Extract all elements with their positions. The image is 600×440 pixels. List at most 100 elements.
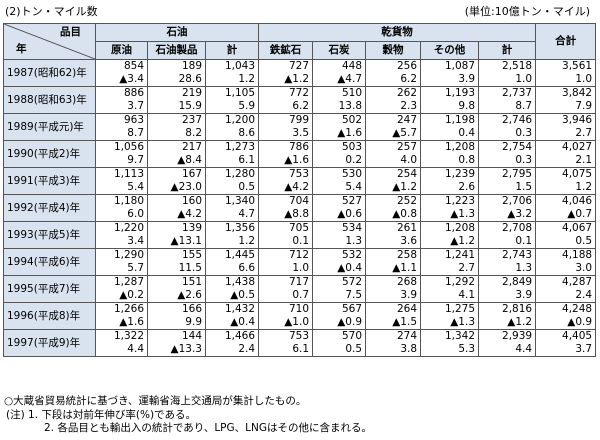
- cell-value: 1,180: [113, 195, 144, 207]
- table-row: 1987(昭和62)年 854 ▲3.4 189 28.6 1,043 1.2 727 ▲1.2…: [3, 59, 597, 87]
- cell-value: 261: [396, 222, 418, 234]
- cell-value: 570: [341, 330, 363, 342]
- cell-change-rate: 5.4: [345, 181, 363, 193]
- cell-change-rate: 3.0: [575, 262, 593, 274]
- cell-value: 448: [341, 60, 363, 72]
- cell-value: 166: [181, 303, 202, 315]
- cell-value: 1,340: [224, 195, 256, 207]
- cell-value: 4,405: [562, 330, 593, 342]
- table-cell: 1,445 6.6: [204, 248, 260, 276]
- cell-value: 1,432: [224, 303, 256, 315]
- cell-change-rate: 3.8: [400, 343, 418, 355]
- cell-value: 1,438: [224, 276, 256, 288]
- cell-change-rate: ▲0.6: [337, 208, 363, 220]
- cell-change-rate: ▲0.9: [567, 316, 593, 328]
- cell-change-rate: ▲1.5: [392, 316, 418, 328]
- cell-change-rate: 2.3: [400, 100, 418, 112]
- cell-change-rate: 3.9: [400, 289, 418, 301]
- table-cell: 530 5.4: [312, 167, 367, 195]
- cell-value: 727: [288, 60, 310, 72]
- cell-change-rate: 2.7: [575, 127, 593, 139]
- cell-value: 1,356: [224, 222, 256, 234]
- table-cell: 2,746 0.3: [478, 113, 537, 141]
- footnotes: ○大蔵省貿易統計に基づき、運輸省海上交通局が集計したもの。 (注) 1. 下段は…: [4, 395, 372, 436]
- cell-change-rate: 0.1: [292, 235, 310, 247]
- table-cell: 155 11.5: [147, 248, 206, 276]
- cell-value: 503: [341, 141, 363, 153]
- cell-change-rate: 1.0: [575, 73, 593, 85]
- cell-value: 254: [396, 168, 418, 180]
- cell-change-rate: 0.1: [515, 235, 533, 247]
- group-header-oil: 石油: [94, 23, 260, 42]
- cell-change-rate: 0.4: [458, 127, 476, 139]
- cell-value: 151: [181, 276, 202, 288]
- cell-value: 219: [181, 87, 202, 99]
- ton-mile-table: 品目 年 石油 乾貨物 合計 原油 石油製品 計 鉄鉱石 石炭 穀物 その他 計…: [3, 23, 597, 357]
- cell-change-rate: 0.8: [458, 154, 476, 166]
- cell-change-rate: ▲3.4: [119, 73, 144, 85]
- table-cell: 534 1.3: [312, 221, 367, 249]
- cell-value: 1,287: [113, 276, 144, 288]
- cell-value: 144: [181, 330, 202, 342]
- corner-label-item: 品目: [60, 26, 81, 38]
- cell-value: 510: [341, 87, 363, 99]
- table-cell: 4,067 0.5: [535, 221, 597, 249]
- cell-value: 4,046: [562, 195, 593, 207]
- table-row: 1988(昭和63)年 886 3.7 219 15.9 1,105 5.9 772 6.2 51…: [3, 86, 597, 114]
- cell-value: 1,198: [444, 114, 476, 126]
- cell-value: 1,220: [113, 222, 144, 234]
- table-cell: 139 ▲13.1: [147, 221, 206, 249]
- cell-value: 1,208: [444, 141, 476, 153]
- column-header: 石油製品: [147, 41, 206, 60]
- table-cell: 2,706 ▲3.2: [478, 194, 537, 222]
- table-cell: 4,405 3.7: [535, 329, 597, 357]
- cell-value: 256: [396, 60, 418, 72]
- cell-value: 2,939: [502, 330, 533, 342]
- cell-value: 1,056: [113, 141, 144, 153]
- cell-value: 532: [341, 249, 363, 261]
- cell-value: 712: [288, 249, 310, 261]
- cell-change-rate: 1.0: [292, 262, 310, 274]
- cell-change-rate: 6.1: [292, 343, 310, 355]
- table-cell: 257 4.0: [365, 140, 422, 168]
- cell-value: 786: [288, 141, 310, 153]
- table-cell: 753 6.1: [258, 329, 314, 357]
- header-row-groups: 品目 年 石油 乾貨物 合計: [3, 23, 597, 60]
- cell-value: 2,849: [502, 276, 533, 288]
- cell-change-rate: 7.5: [345, 289, 363, 301]
- cell-change-rate: 5.7: [127, 262, 144, 274]
- cell-value: 1,200: [224, 114, 256, 126]
- cell-change-rate: ▲8.8: [284, 208, 310, 220]
- cell-value: 3,842: [562, 87, 593, 99]
- cell-value: 710: [288, 303, 310, 315]
- cell-value: 1,466: [224, 330, 256, 342]
- table-cell: 1,466 2.4: [204, 329, 260, 357]
- table-cell: 1,322 4.4: [95, 329, 148, 357]
- cell-value: 1,087: [444, 60, 476, 72]
- table-cell: 4,027 2.1: [535, 140, 597, 168]
- cell-change-rate: 6.2: [292, 100, 310, 112]
- cell-value: 704: [288, 195, 310, 207]
- cell-value: 160: [181, 195, 202, 207]
- table-cell: 772 6.2: [258, 86, 314, 114]
- footnote-source: ○大蔵省貿易統計に基づき、運輸省海上交通局が集計したもの。: [4, 395, 307, 407]
- row-header-year: 1997(平成9)年: [3, 329, 96, 357]
- row-header-year: 1993(平成5)年: [3, 221, 96, 249]
- cell-change-rate: ▲0.7: [567, 208, 593, 220]
- table-cell: 4,046 ▲0.7: [535, 194, 597, 222]
- cell-change-rate: 9.7: [127, 154, 144, 166]
- cell-value: 167: [181, 168, 202, 180]
- table-row: 1995(平成7)年 1,287 ▲0.2 151 ▲2.6 1,438 ▲0.5 717 0.…: [3, 275, 597, 303]
- column-header: 石炭: [312, 41, 367, 60]
- table-cell: 262 2.3: [365, 86, 422, 114]
- cell-value: 753: [288, 330, 310, 342]
- cell-change-rate: 6.2: [400, 73, 418, 85]
- table-body: 1987(昭和62)年 854 ▲3.4 189 28.6 1,043 1.2 727 ▲1.2…: [3, 59, 597, 357]
- cell-value: 502: [341, 114, 363, 126]
- cell-value: 2,737: [502, 87, 533, 99]
- cell-value: 1,292: [444, 276, 476, 288]
- table-cell: 217 ▲8.4: [147, 140, 206, 168]
- corner-label-year: 年: [16, 43, 27, 55]
- cell-change-rate: 3.4: [127, 235, 144, 247]
- table-cell: 1,105 5.9: [204, 86, 260, 114]
